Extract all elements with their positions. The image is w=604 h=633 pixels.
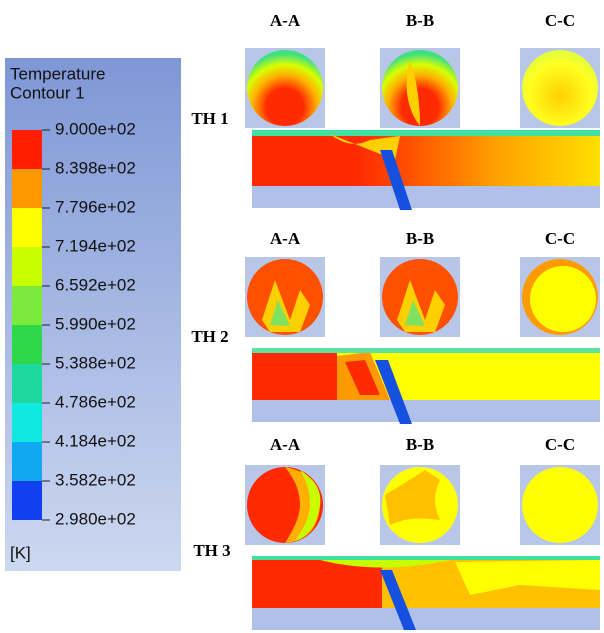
color-band — [12, 130, 42, 169]
pipe-wall — [252, 608, 600, 630]
section-label: C-C — [545, 229, 575, 248]
color-band — [12, 247, 42, 286]
row-th2: A-A B-B C-C TH 2 — [191, 229, 600, 424]
level-label: 4.184e+02 — [55, 431, 136, 450]
legend: Temperature Contour 1 9.000e+02 8.398e+02… — [5, 58, 181, 571]
level-label: 3.582e+02 — [55, 470, 136, 489]
level-label: 2.980e+02 — [55, 509, 136, 528]
level-label: 5.388e+02 — [55, 353, 136, 372]
color-band — [12, 169, 42, 208]
section-contour — [522, 50, 598, 126]
legend-subtitle: Contour 1 — [10, 83, 85, 102]
row-th1: A-A B-B C-C TH 1 — [191, 11, 600, 210]
color-band — [12, 286, 42, 325]
pipe-wall — [252, 186, 600, 208]
contour-shape — [252, 348, 337, 400]
color-bar — [12, 130, 42, 520]
section-label: A-A — [270, 435, 301, 454]
section-label: A-A — [270, 229, 301, 248]
color-band — [12, 208, 42, 247]
contour-shape — [252, 348, 600, 353]
level-label: 4.786e+02 — [55, 392, 136, 411]
color-band — [12, 403, 42, 442]
pipe-wall — [252, 400, 600, 422]
section-contour — [247, 50, 323, 126]
row-label: TH 1 — [191, 109, 228, 128]
contour-shape — [530, 266, 596, 332]
level-label: 7.796e+02 — [55, 197, 136, 216]
row-label: TH 3 — [193, 541, 230, 560]
section-label: B-B — [406, 229, 434, 248]
color-band — [12, 481, 42, 520]
section-label: B-B — [406, 11, 434, 30]
legend-unit: [K] — [10, 543, 31, 562]
color-band — [12, 325, 42, 364]
section-label: C-C — [545, 435, 575, 454]
legend-title: Temperature — [10, 64, 105, 83]
row-th3: A-A B-B C-C TH 3 — [193, 435, 600, 630]
section-label: A-A — [270, 11, 301, 30]
contour-shape — [252, 130, 600, 136]
contour-shape — [252, 556, 600, 560]
color-band — [12, 364, 42, 403]
section-label: C-C — [545, 11, 575, 30]
section-contour — [382, 50, 458, 126]
pipe-contour — [252, 130, 600, 186]
section-label: B-B — [406, 435, 434, 454]
level-label: 5.990e+02 — [55, 314, 136, 333]
section-contour — [522, 467, 598, 543]
level-label: 9.000e+02 — [55, 119, 136, 138]
level-label: 7.194e+02 — [55, 236, 136, 255]
level-label: 8.398e+02 — [55, 158, 136, 177]
figure: Temperature Contour 1 9.000e+02 8.398e+02… — [0, 0, 604, 633]
row-label: TH 2 — [191, 327, 228, 346]
color-band — [12, 442, 42, 481]
level-label: 6.592e+02 — [55, 275, 136, 294]
